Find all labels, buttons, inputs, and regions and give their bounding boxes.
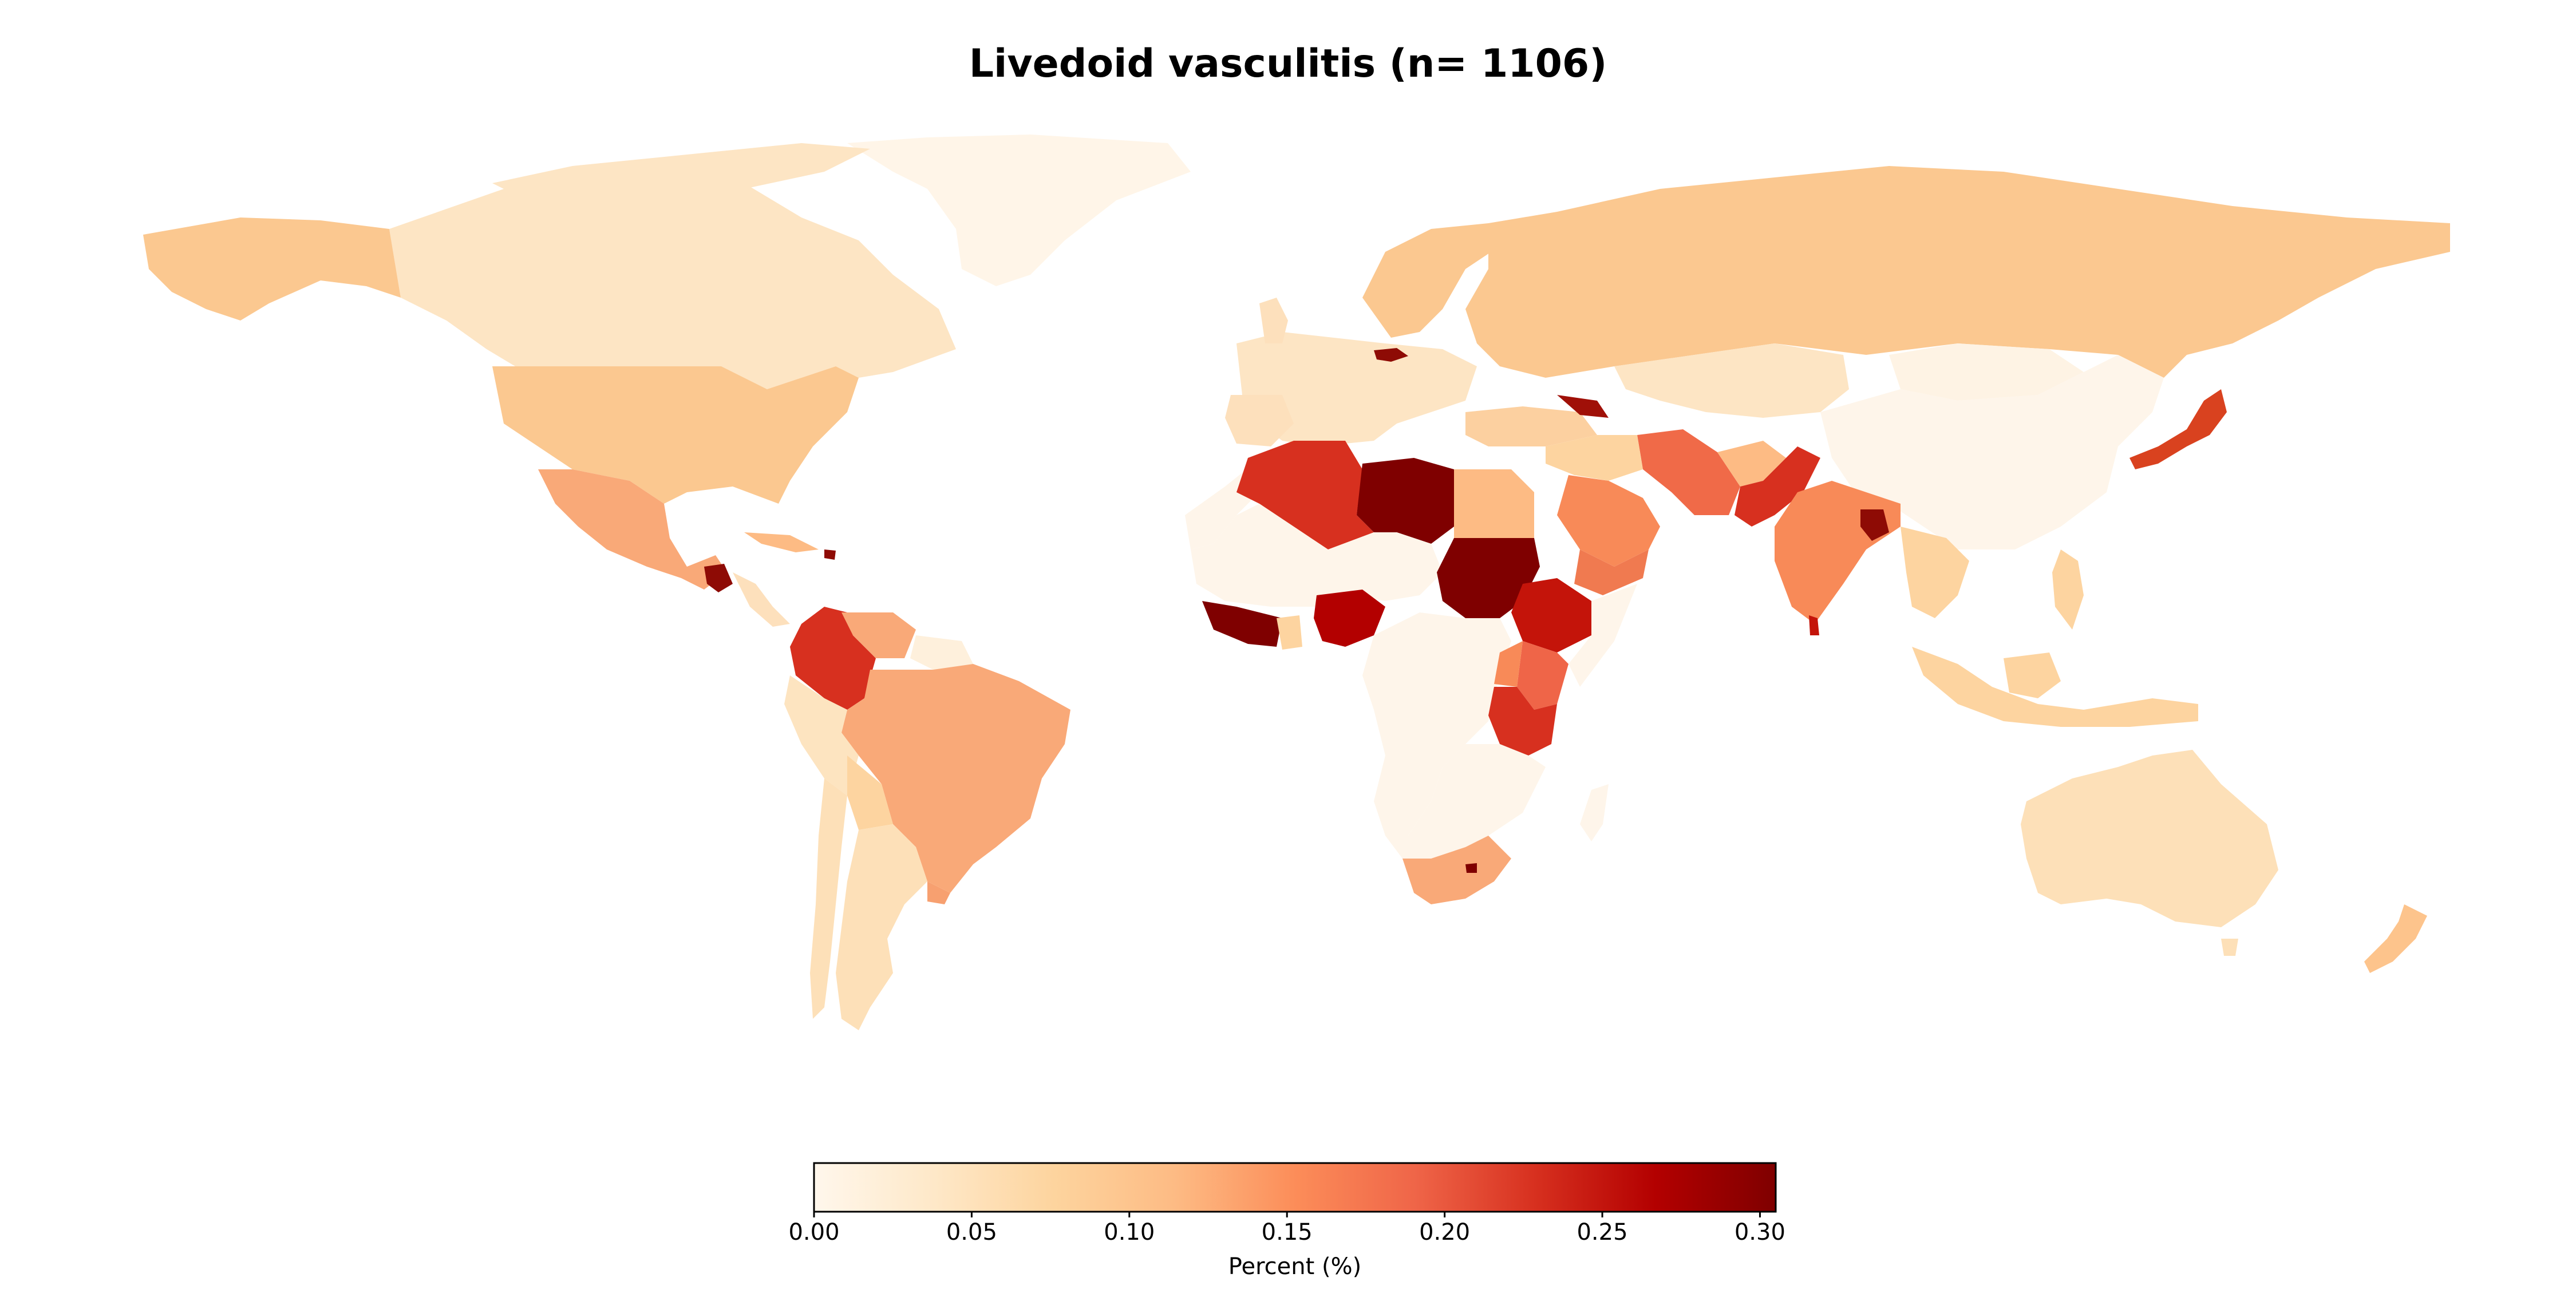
page-title: Livedoid vasculitis (n= 1106) [969, 41, 1607, 86]
country-sudan [1437, 538, 1540, 618]
country-nigeria [1314, 590, 1385, 647]
country-egypt [1454, 469, 1534, 538]
country-cuba [744, 532, 819, 552]
country-chile [810, 778, 847, 1019]
country-canada-islands [492, 143, 870, 200]
country-somalia [1568, 584, 1637, 687]
country-sahel [1191, 504, 1443, 607]
country-borneo [2004, 652, 2061, 698]
country-brazil [841, 664, 1070, 893]
country-usa [492, 366, 859, 504]
country-iberia [1225, 395, 1294, 446]
country-yemen [1574, 549, 1649, 595]
country-japan [2129, 389, 2227, 469]
country-iran [1637, 429, 1740, 515]
country-venezuela [841, 612, 916, 658]
country-russia [1465, 166, 2450, 378]
country-greenland [847, 135, 1191, 286]
country-uruguay [927, 881, 950, 904]
country-pakistan [1735, 446, 1820, 527]
country-indonesia [1912, 647, 2198, 727]
country-algeria [1236, 441, 1374, 549]
country-libya [1357, 458, 1454, 544]
country-usa-alaska [143, 217, 401, 321]
country-india [1775, 481, 1901, 624]
country-central-africa [1362, 612, 1511, 836]
country-china [1820, 355, 2164, 549]
country-colombia [790, 607, 876, 710]
country-peru [784, 675, 859, 796]
country-scandinavia [1362, 223, 1500, 338]
country-turkey [1465, 406, 1597, 446]
country-argentina [836, 824, 927, 1030]
country-sri-lanka [1809, 615, 1819, 635]
country-guatemala [704, 564, 733, 592]
country-south-africa [1402, 836, 1511, 904]
country-georgia [1557, 395, 1609, 418]
country-new-zealand [2364, 904, 2427, 973]
country-uganda [1494, 641, 1523, 687]
country-uk [1259, 298, 1288, 343]
country-lesotho [1465, 863, 1477, 873]
country-tanzania [1488, 687, 1557, 756]
country-central-america [733, 572, 790, 627]
country-haiti [824, 549, 836, 560]
country-canada [389, 177, 956, 389]
country-mexico [538, 469, 727, 590]
country-saudi-arabia [1557, 475, 1660, 567]
country-tasmania [2221, 939, 2238, 956]
country-guianas [910, 635, 973, 670]
country-europe-other [1236, 332, 1477, 446]
country-ghana [1277, 615, 1302, 650]
country-mongolia [1889, 343, 2084, 401]
country-czechia [1374, 348, 1408, 362]
country-ethiopia [1511, 578, 1591, 652]
country-philippines [2052, 549, 2084, 630]
country-cote-divoire [1202, 601, 1282, 647]
country-iraq-syria [1546, 435, 1643, 481]
country-southeast-asia [1901, 527, 1969, 618]
country-southern-africa [1385, 744, 1546, 859]
country-bangladesh [1860, 509, 1889, 541]
country-kenya [1517, 641, 1568, 710]
country-madagascar [1580, 784, 1609, 841]
country-bolivia [847, 756, 893, 830]
country-australia [2021, 750, 2278, 927]
country-kazakhstan [1614, 343, 1849, 418]
